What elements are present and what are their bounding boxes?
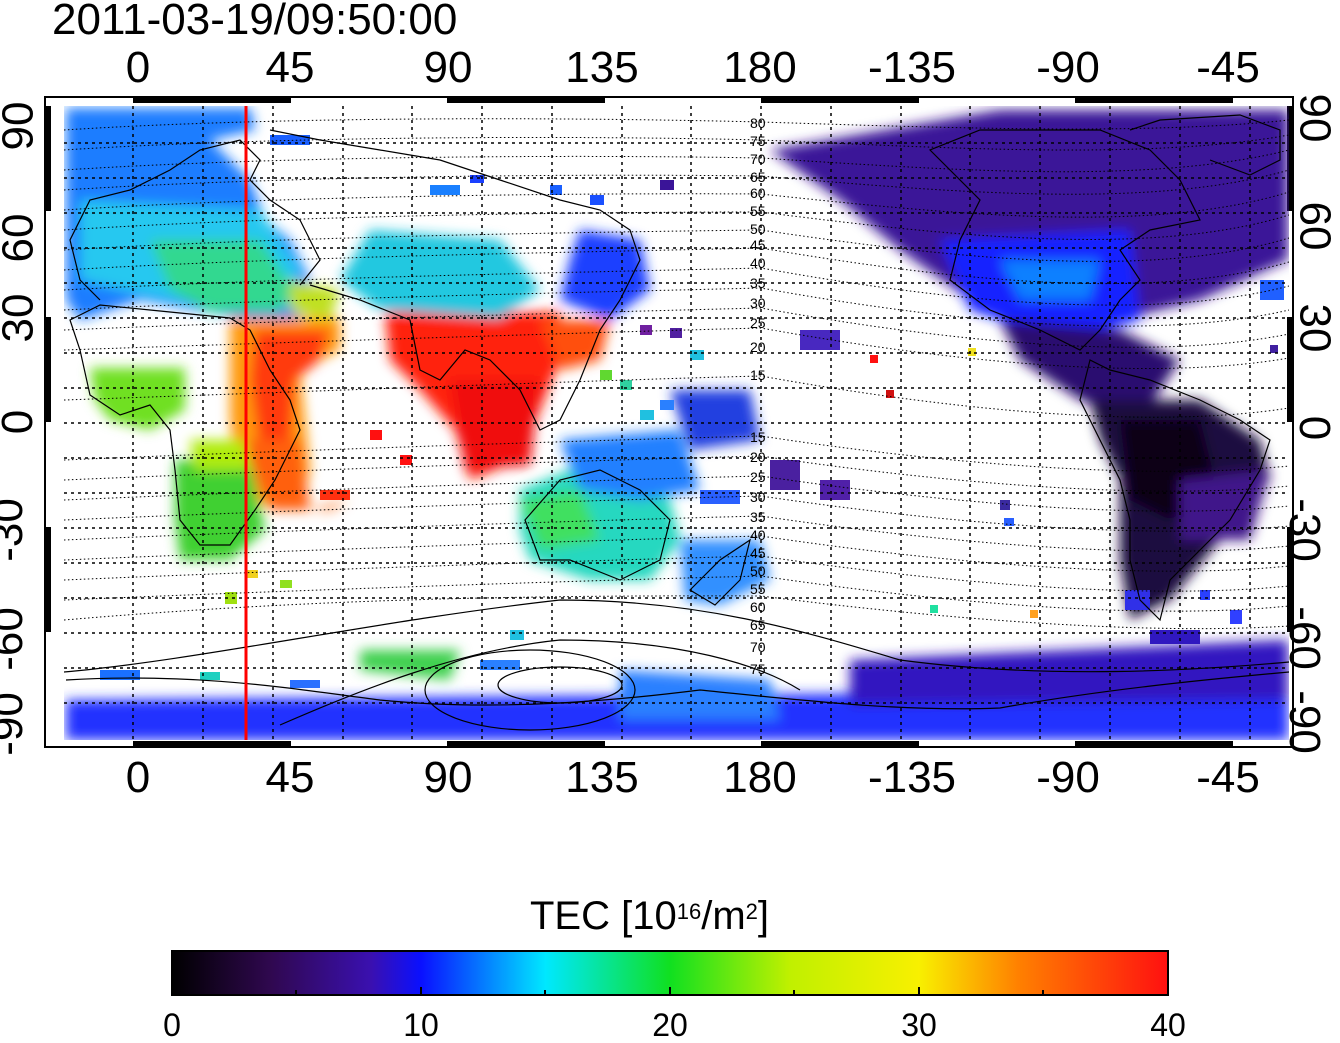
grid-lines [64,106,1289,740]
contour-lines [64,118,1289,630]
colorbar-title-sup: 2 [745,899,758,924]
x-tick-bottom: -90 [1036,753,1100,802]
x-tick-top: 90 [423,43,473,92]
contour-label: 25 [750,315,766,331]
contour-label: 70 [750,639,766,655]
tec-field [66,108,1288,740]
contour-label: 30 [750,295,766,311]
contour-label: 45 [750,237,766,253]
y-tick-right: 0 [1290,415,1340,441]
contour-label: 40 [750,255,766,271]
y-tick-left: 30 [0,293,43,343]
x-tick-bottom: 45 [265,753,315,802]
y-tick-right: -90 [1279,690,1329,754]
x-tick-top: 135 [565,43,639,92]
y-tick-left: -60 [0,607,32,671]
contour-label: 25 [750,469,766,485]
contour-label: 65 [750,169,766,185]
contour-label: 15 [750,429,766,445]
contour-label: 55 [750,203,766,219]
colorbar-title-mid: /m [701,894,746,938]
contour-label: 65 [750,617,766,633]
x-tick-bottom: -135 [867,753,957,802]
y-tick-right: 90 [1290,93,1340,143]
x-tick-bottom: 0 [125,753,151,802]
colorbar-title-end: ] [757,894,770,938]
contour-label: 20 [750,339,766,355]
y-tick-right: -60 [1279,606,1329,670]
border-bars [45,97,1293,747]
contour-label: 60 [750,599,766,615]
colorbar-tick-label: 20 [652,1007,688,1043]
contour-label: 45 [750,545,766,561]
contour-label: 75 [750,133,766,149]
x-tick-bottom: 135 [565,753,639,802]
colorbar-tick-label: 10 [403,1007,439,1043]
contour-label: 40 [750,527,766,543]
contour-labels-south: 15 20 25 30 35 40 45 50 55 60 65 70 75 [750,429,766,677]
x-tick-top: 0 [125,43,151,92]
x-tick-top: -90 [1036,43,1100,92]
contour-label: 55 [750,581,766,597]
colorbar-title-main: TEC [10 [530,894,677,938]
plot-title: 2011-03-19/09:50:00 [52,0,458,44]
colorbar-ticks [295,987,1044,995]
y-tick-left: -30 [0,498,32,562]
colorbar-tick-label: 0 [163,1007,181,1043]
x-tick-bottom: 90 [423,753,473,802]
contour-label: 30 [750,489,766,505]
contour-label: 20 [750,449,766,465]
contour-label: 50 [750,221,766,237]
x-tick-top: -45 [1196,43,1260,92]
y-tick-right: 30 [1290,303,1340,353]
colorbar-tick-label: 40 [1150,1007,1186,1043]
x-tick-top: 45 [265,43,315,92]
coastlines [65,114,1289,710]
y-tick-left: 0 [0,410,42,434]
contour-label: 70 [750,151,766,167]
contour-label: 80 [750,115,766,131]
x-tick-bottom: 180 [723,753,797,802]
colorbar-title-sup: 16 [676,899,702,924]
y-tick-left: 60 [0,213,43,263]
x-tick-top: -135 [867,43,957,92]
y-tick-left: -90 [0,692,32,756]
x-tick-bottom: -45 [1196,753,1260,802]
contour-label: 35 [750,509,766,525]
colorbar-tick-label: 30 [901,1007,937,1043]
contour-lines-solid [64,599,1289,731]
y-tick-right: -30 [1279,498,1329,562]
y-tick-right: 60 [1290,201,1340,251]
contour-labels-north: 80 75 70 65 60 55 50 45 40 35 30 25 20 1… [750,115,766,383]
x-tick-top: 180 [723,43,797,92]
contour-label: 50 [750,563,766,579]
colorbar-title: TEC [1016/m2] [530,892,769,940]
contour-label: 75 [750,661,766,677]
contour-label: 60 [750,185,766,201]
contour-label: 15 [750,367,766,383]
y-tick-left: 90 [0,101,43,151]
contour-label: 35 [750,275,766,291]
